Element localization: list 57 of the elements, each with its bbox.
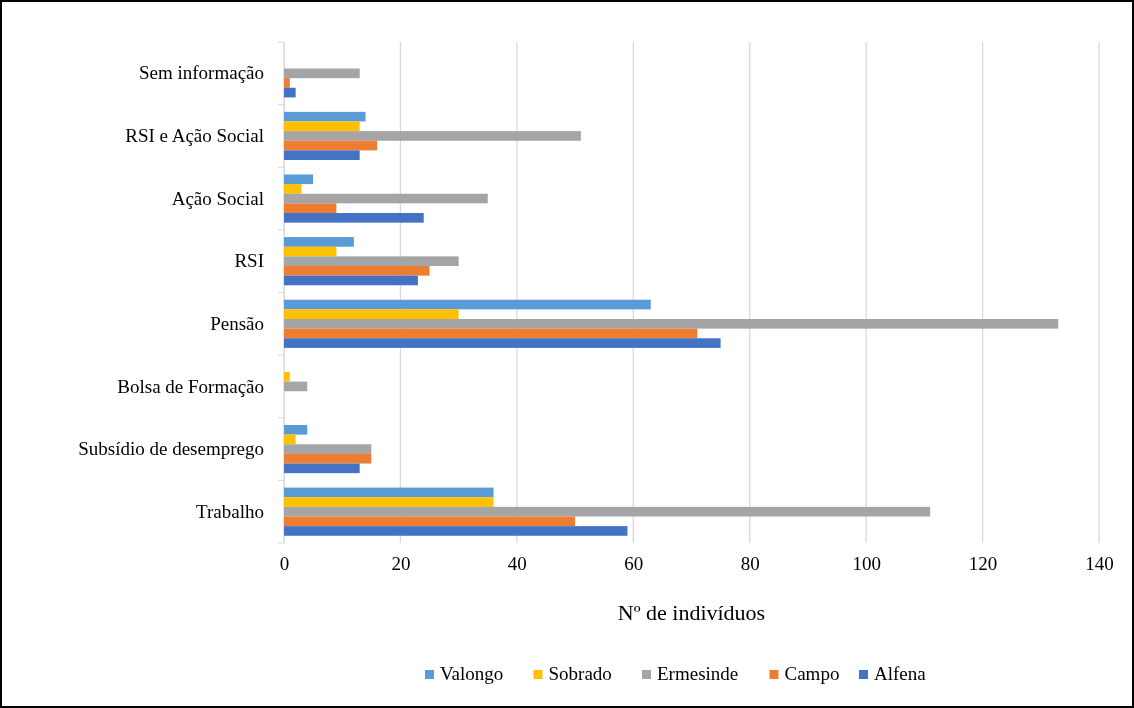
y-tick-label: Pensão: [210, 312, 264, 334]
bar: [284, 131, 581, 141]
x-tick-label: 100: [852, 553, 881, 575]
bar: [284, 266, 430, 276]
y-tick-label: RSI: [234, 250, 264, 272]
bar: [284, 506, 931, 517]
legend-label: Valongo: [440, 663, 504, 684]
x-tick-label: 60: [624, 553, 644, 575]
bar: [284, 444, 372, 454]
y-tick-label: Subsídio de desemprego: [78, 438, 264, 460]
bar: [284, 87, 296, 98]
y-tick-label: Trabalho: [196, 500, 264, 522]
legend-label: Alfena: [874, 663, 927, 684]
bar: [284, 319, 1059, 329]
bar: [284, 516, 576, 527]
legend-label: Sobrado: [548, 663, 612, 684]
bar: [284, 463, 360, 474]
y-tick-label: RSI e Ação Social: [125, 125, 264, 147]
bar: [284, 256, 459, 266]
bar: [284, 78, 290, 88]
bar: [284, 371, 290, 382]
bar: [284, 328, 698, 339]
x-tick-label: 0: [279, 553, 290, 575]
y-tick-label: Sem informação: [138, 62, 264, 84]
bar: [284, 487, 494, 498]
bar: [284, 434, 296, 445]
bar: [284, 121, 360, 132]
bar: [284, 150, 360, 161]
bar: [284, 203, 337, 214]
bar: [284, 338, 721, 348]
x-tick-label: 20: [391, 553, 411, 575]
bar: [284, 309, 459, 319]
bar: [284, 184, 302, 194]
legend-label: Campo: [784, 663, 840, 684]
bar: [284, 174, 314, 185]
x-tick-label: 120: [968, 553, 998, 575]
x-tick-label: 40: [507, 553, 527, 575]
bar: [284, 111, 366, 122]
bar: [284, 237, 354, 247]
bar: [284, 381, 308, 392]
bar: [284, 497, 494, 507]
bar: [284, 275, 418, 286]
x-axis-title: Nº de indivíduos: [617, 600, 766, 625]
y-tick-label: Bolsa de Formação: [117, 375, 264, 397]
bar: [284, 213, 424, 223]
bar: [284, 246, 337, 257]
bar: [284, 68, 360, 79]
x-tick-label: 140: [1085, 553, 1114, 575]
bar: [284, 526, 628, 536]
bar: [284, 193, 488, 204]
bar: [284, 299, 651, 310]
x-tick-label: 80: [740, 553, 760, 575]
legend-label: Ermesinde: [657, 663, 739, 684]
bar: [284, 140, 378, 151]
y-tick-label: Ação Social: [171, 187, 264, 209]
bar: [284, 453, 372, 464]
bar: [284, 424, 308, 435]
